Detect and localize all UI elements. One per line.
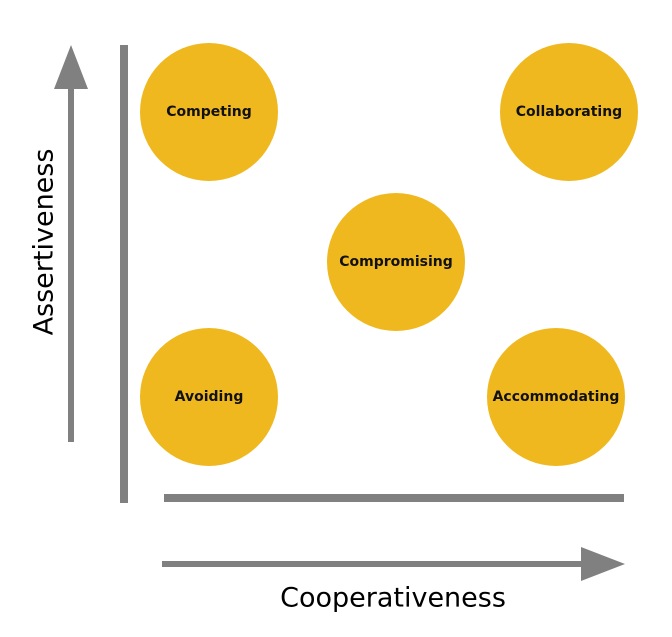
circle-label-competing: Competing <box>166 104 252 120</box>
y-axis-label: Assertiveness <box>28 148 60 336</box>
circle-label-accommodating: Accommodating <box>492 389 620 405</box>
vertical-frame-bar <box>120 45 128 503</box>
assertiveness-arrow-head <box>54 45 88 89</box>
circle-compromising: Compromising <box>327 193 465 331</box>
circle-label-collaborating: Collaborating <box>515 104 623 120</box>
x-axis-label: Cooperativeness <box>280 582 506 614</box>
cooperativeness-arrow-head <box>581 547 625 581</box>
circle-competing: Competing <box>140 43 278 181</box>
circle-label-avoiding: Avoiding <box>174 389 244 405</box>
horizontal-frame-bar <box>164 494 624 502</box>
circle-avoiding: Avoiding <box>140 328 278 466</box>
circle-collaborating: Collaborating <box>500 43 638 181</box>
cooperativeness-arrow-shaft <box>162 561 586 567</box>
circle-label-compromising: Compromising <box>339 254 453 270</box>
circle-accommodating: Accommodating <box>487 328 625 466</box>
assertiveness-arrow-shaft <box>68 86 74 442</box>
